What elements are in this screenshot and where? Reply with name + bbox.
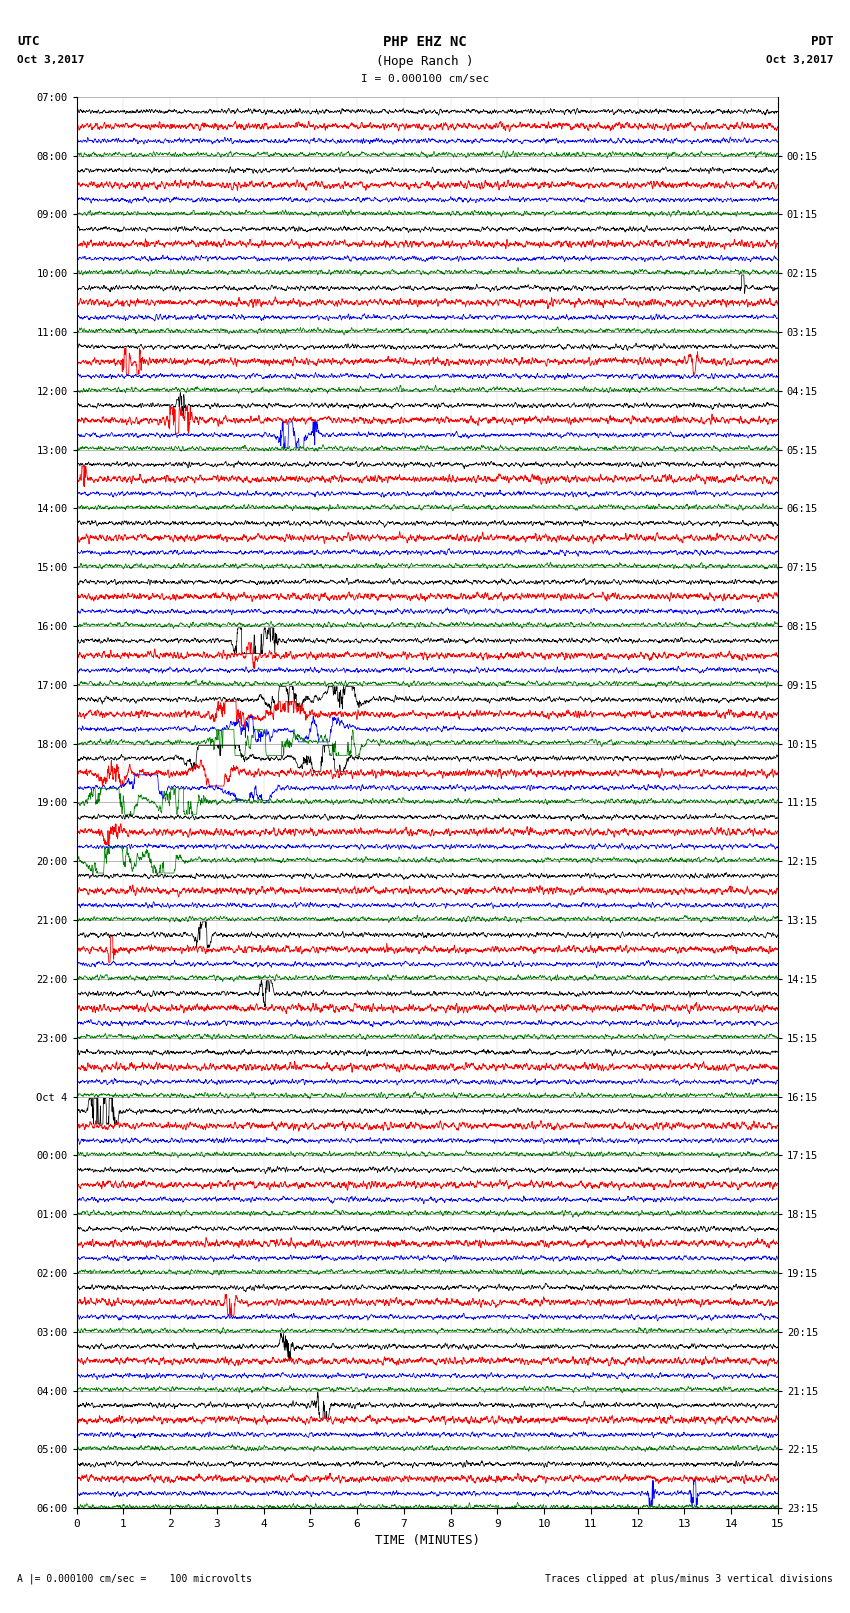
Text: UTC: UTC [17,35,39,48]
X-axis label: TIME (MINUTES): TIME (MINUTES) [375,1534,479,1547]
Text: A |= 0.000100 cm/sec =    100 microvolts: A |= 0.000100 cm/sec = 100 microvolts [17,1573,252,1584]
Text: PHP EHZ NC: PHP EHZ NC [383,35,467,50]
Text: Oct 3,2017: Oct 3,2017 [766,55,833,65]
Text: I = 0.000100 cm/sec: I = 0.000100 cm/sec [361,74,489,84]
Text: (Hope Ranch ): (Hope Ranch ) [377,55,473,68]
Text: Traces clipped at plus/minus 3 vertical divisions: Traces clipped at plus/minus 3 vertical … [545,1574,833,1584]
Text: Oct 3,2017: Oct 3,2017 [17,55,84,65]
Text: PDT: PDT [811,35,833,48]
